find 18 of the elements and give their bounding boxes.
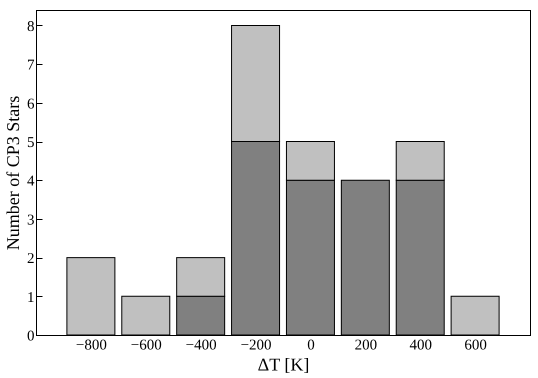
- x-tick-label: −600: [130, 338, 162, 354]
- x-tick-label: 600: [464, 338, 487, 354]
- y-tick-label: 2: [27, 251, 34, 268]
- y-tick-label: 3: [27, 212, 34, 228]
- y-tick-label: 4: [27, 174, 35, 190]
- x-axis-title: ΔT [K]: [258, 354, 310, 374]
- y-tick-label: 8: [27, 18, 34, 35]
- y-tick-label: 6: [27, 96, 35, 112]
- x-tick-label: 400: [409, 338, 432, 354]
- x-tick-label: 200: [354, 338, 378, 354]
- y-tick-label: 7: [27, 58, 35, 74]
- x-tick-label: −200: [240, 338, 272, 354]
- y-tick-label: 1: [27, 290, 34, 306]
- y-tick-label: 5: [27, 135, 34, 152]
- x-tick-label: 0: [307, 338, 315, 354]
- x-tick-label: −400: [186, 338, 217, 354]
- y-axis-title: Number of CP3 Stars: [3, 96, 23, 250]
- x-tick-label: −800: [76, 338, 107, 354]
